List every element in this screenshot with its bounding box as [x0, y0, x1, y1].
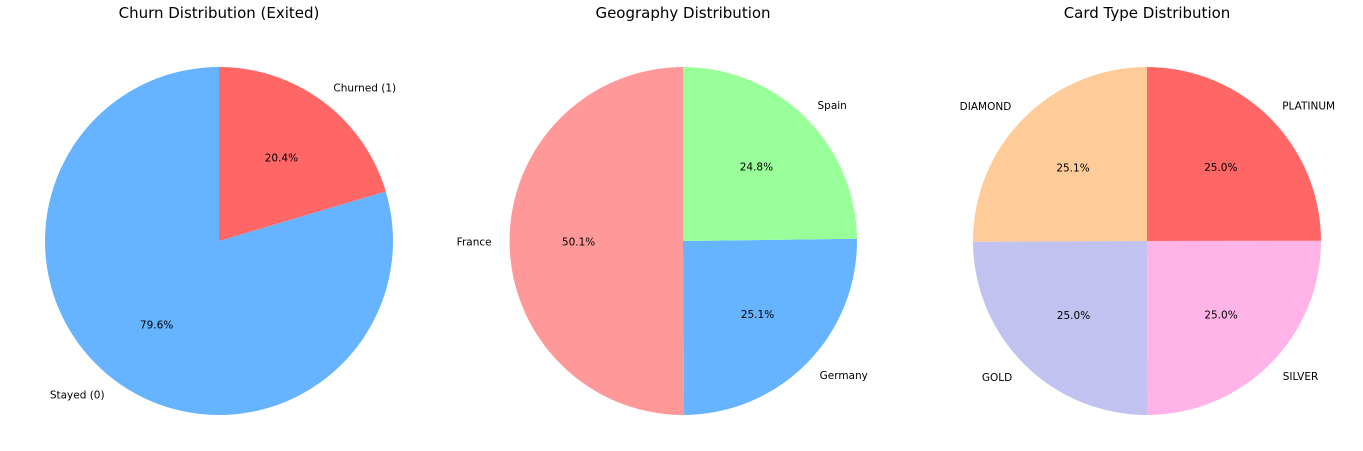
pct-label-platinum: 25.0% — [1204, 162, 1237, 174]
pct-label-gold: 25.0% — [1057, 310, 1090, 322]
pie-slice-gold — [973, 241, 1148, 416]
slice-label-churned-1: Churned (1) — [333, 83, 396, 95]
slice-label-spain: Spain — [818, 100, 847, 112]
pct-label-germany: 25.1% — [741, 309, 774, 321]
pie-slice-platinum — [1147, 67, 1321, 241]
chart-title: Churn Distribution (Exited) — [119, 4, 320, 22]
pie-slice-france — [509, 67, 685, 416]
pct-label-silver: 25.0% — [1204, 310, 1237, 322]
pct-label-stayed-0: 79.6% — [140, 320, 173, 332]
pie-slice-stayed-0 — [44, 67, 393, 416]
chart-title: Geography Distribution — [595, 4, 770, 22]
pie-slice-diamond — [972, 66, 1147, 242]
slice-label-gold: GOLD — [982, 372, 1012, 384]
chart-title: Card Type Distribution — [1064, 4, 1231, 22]
slice-label-france: France — [457, 237, 492, 249]
pct-label-france: 50.1% — [562, 236, 595, 248]
pct-label-churned-1: 20.4% — [265, 152, 298, 164]
churn-pie-chart: Churn Distribution (Exited) 79.6% Stayed … — [44, 4, 396, 416]
pie-slice-churned-1 — [219, 67, 386, 241]
pct-label-spain: 24.8% — [740, 162, 773, 174]
slice-label-diamond: DIAMOND — [960, 101, 1012, 113]
pie-slice-silver — [1147, 240, 1322, 415]
slice-label-stayed-0: Stayed (0) — [50, 389, 105, 401]
pct-label-diamond: 25.1% — [1056, 162, 1089, 174]
slice-label-silver: SILVER — [1283, 371, 1319, 383]
slice-label-platinum: PLATINUM — [1282, 101, 1335, 113]
geography-pie-chart: Geography Distribution 50.1% France 25.1% G… — [457, 4, 868, 416]
slice-label-germany: Germany — [820, 370, 868, 382]
pie-slice-germany — [683, 238, 858, 415]
card-type-pie-chart: Card Type Distribution 25.1% DIAMOND 25.0%… — [960, 4, 1335, 416]
pie-slice-spain — [683, 66, 857, 242]
